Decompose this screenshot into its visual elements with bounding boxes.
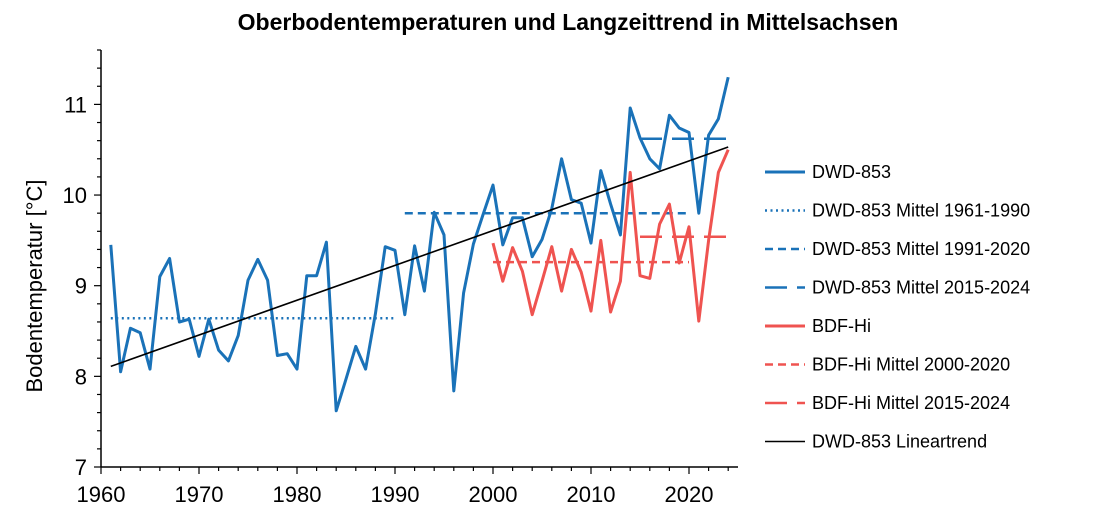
series-line-dwd-853-lineartrend	[110, 146, 729, 368]
series-line-bdf-hi	[491, 149, 730, 323]
x-tick-label: 1990	[371, 482, 420, 507]
legend-label-dwd-853-lineartrend: DWD-853 Lineartrend	[812, 432, 987, 452]
y-tick-label: 10	[63, 183, 87, 208]
x-tick-label: 2010	[567, 482, 616, 507]
legend-label-dwd-853-mittel-2015-2024: DWD-853 Mittel 2015-2024	[812, 278, 1030, 298]
plot-area	[109, 76, 730, 413]
legend-label-bdf-hi-mittel-2000-2020: BDF-Hi Mittel 2000-2020	[812, 355, 1010, 375]
x-tick-label: 1970	[175, 482, 224, 507]
y-axis-label: Bodentemperatur [°C]	[22, 179, 47, 392]
x-tick-label: 1960	[77, 482, 126, 507]
y-tick-label: 8	[75, 364, 87, 389]
legend-label-bdf-hi-mittel-2015-2024: BDF-Hi Mittel 2015-2024	[812, 393, 1010, 413]
legend-label-dwd-853-mittel-1961-1990: DWD-853 Mittel 1961-1990	[812, 201, 1030, 221]
x-tick-label: 2000	[469, 482, 518, 507]
series-line-dwd-853	[109, 76, 730, 413]
legend-label-dwd-853-mittel-1991-2020: DWD-853 Mittel 1991-2020	[812, 239, 1030, 259]
y-tick-label: 9	[75, 274, 87, 299]
x-tick-label: 2020	[665, 482, 714, 507]
chart-title: Oberbodentemperaturen und Langzeittrend …	[238, 9, 899, 35]
legend-label-dwd-853: DWD-853	[812, 162, 891, 182]
legend: DWD-853 DWD-853 Mittel 1961-1990 DWD-853 M…	[765, 162, 1030, 452]
legend-label-bdf-hi: BDF-Hi	[812, 316, 871, 336]
axes: 7 8 9 10 11 1960 1970 1980 1990 2000 2010 2020	[63, 49, 738, 507]
y-tick-label: 11	[64, 92, 87, 117]
x-tick-label: 1980	[273, 482, 322, 507]
y-tick-label: 7	[75, 455, 87, 480]
